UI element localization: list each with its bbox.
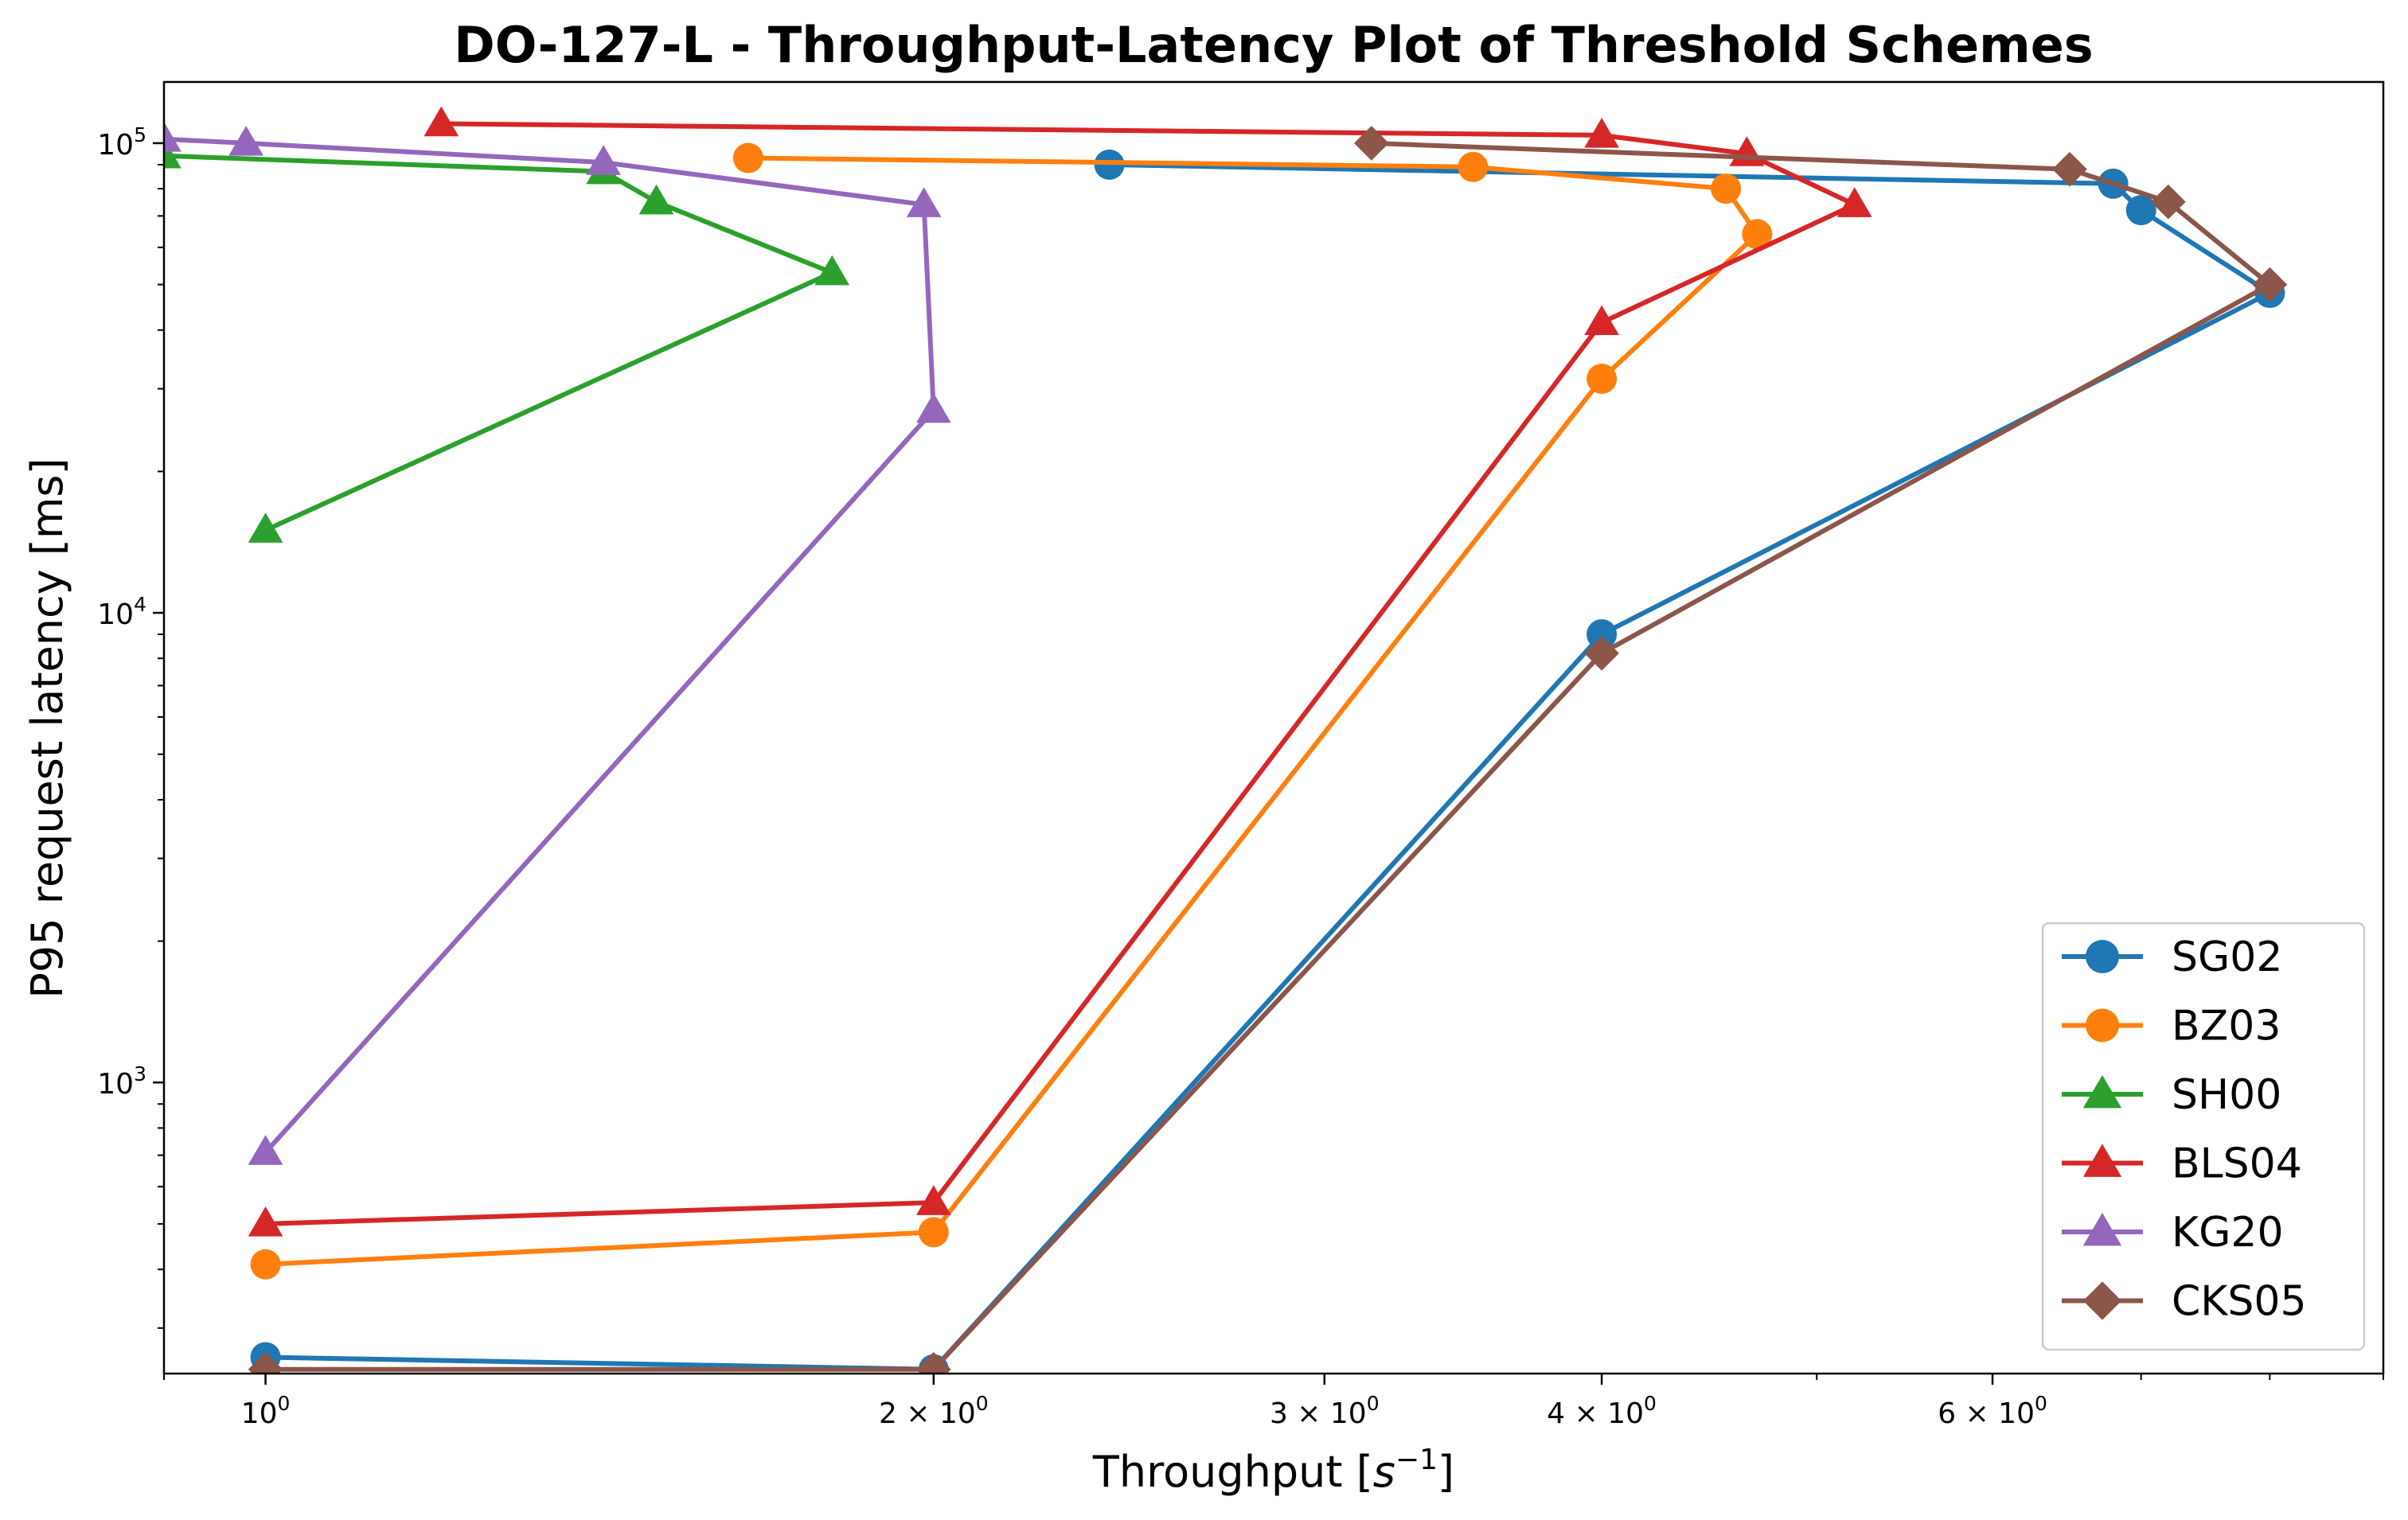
kg20-point (164, 121, 181, 152)
legend-label-bls04: BLS04 (2172, 1140, 2302, 1188)
legend-item-cks05: CKS05 (2062, 1278, 2307, 1326)
legend-item-bz03: BZ03 (2062, 1003, 2281, 1050)
bls04-line (265, 121, 1857, 1226)
legend-label-sg02: SG02 (2172, 933, 2282, 981)
kg20-point (228, 126, 263, 156)
bls04-point (248, 1206, 283, 1237)
sg02-line (265, 162, 2273, 1372)
bls04-point (423, 106, 459, 137)
kg20-point (586, 145, 622, 175)
sh00-point (814, 255, 850, 286)
x-axis-label: Throughput [s−1] (1092, 1444, 1454, 1497)
bz03-point (918, 1217, 949, 1248)
bz03-point (1458, 151, 1489, 182)
series-bls04 (248, 106, 1872, 1237)
sh00-line (164, 153, 835, 532)
series-bz03 (250, 142, 1773, 1280)
cks05-point (915, 1351, 951, 1374)
bz03-point (1586, 363, 1618, 394)
sh00-point (248, 513, 283, 543)
y-tick-label: 105 (97, 123, 146, 162)
legend-label-bz03: BZ03 (2172, 1003, 2281, 1050)
kg20-line (164, 136, 936, 1155)
cks05-point (2252, 267, 2288, 302)
bls04-point (1584, 118, 1619, 148)
legend: SG02 BZ03 SH00 BLS04 KG20 CKS05 (2041, 922, 2366, 1351)
legend-marker (2086, 1008, 2119, 1043)
bls04-point (915, 1185, 951, 1215)
cks05-line (265, 140, 2273, 1372)
series-cks05 (248, 126, 2288, 1374)
series-layer (164, 106, 2288, 1374)
legend-item-bls04: BLS04 (2062, 1140, 2302, 1188)
legend-item-kg20: KG20 (2062, 1209, 2284, 1257)
bls04-point (1584, 305, 1619, 336)
x-axis-label-close: ] (1438, 1447, 1454, 1497)
x-tick-label: 4 × 100 (1547, 1392, 1657, 1430)
x-axis-label-unit: s (1373, 1447, 1395, 1497)
plot-frame (162, 80, 2385, 1375)
cks05-point (1584, 636, 1619, 671)
legend-item-sh00: SH00 (2062, 1071, 2281, 1119)
legend-label-sh00: SH00 (2172, 1071, 2281, 1119)
legend-marker (2082, 1074, 2122, 1109)
x-tick-label: 100 (241, 1392, 291, 1430)
bz03-point (732, 142, 763, 173)
bz03-point (1711, 173, 1742, 205)
y-tick-label: 103 (97, 1062, 146, 1101)
series-sg02 (250, 149, 2285, 1374)
x-tick-label: 3 × 100 (1270, 1392, 1380, 1430)
y-axis: 103 104 105 (97, 123, 164, 1329)
chart-title: DO-127-L - Throughput-Latency Plot of Th… (454, 16, 2093, 74)
sg02-point (1586, 619, 1618, 650)
legend-marker (2082, 1144, 2122, 1177)
x-tick-label: 6 × 100 (1938, 1392, 2047, 1430)
legend-marker (2086, 940, 2119, 973)
x-tick-label: 2 × 100 (879, 1392, 989, 1430)
kg20-point (906, 187, 942, 217)
y-axis-label: P95 request latency [ms] (22, 458, 72, 998)
cks05-point (2150, 184, 2186, 220)
cks05-point (1354, 126, 1389, 161)
legend-frame (2041, 922, 2366, 1351)
series-kg20 (164, 121, 951, 1165)
sg02-point (2125, 195, 2156, 226)
bz03-point (1742, 219, 1773, 250)
legend-marker (2082, 1212, 2122, 1246)
bls04-point (1836, 187, 1872, 217)
x-axis-label-exp: −1 (1395, 1444, 1438, 1476)
kg20-point (915, 392, 951, 423)
legend-label-kg20: KG20 (2172, 1209, 2284, 1257)
legend-item-sg02: SG02 (2062, 933, 2282, 981)
bz03-point (250, 1249, 281, 1280)
x-axis-label-text: Throughput [ (1092, 1447, 1373, 1497)
sh00-point (638, 184, 674, 215)
kg20-point (248, 1135, 283, 1165)
legend-marker (2082, 1281, 2122, 1320)
cks05-point (248, 1351, 283, 1374)
series-sh00 (164, 138, 850, 543)
cks05-point (2052, 151, 2087, 187)
y-tick-label: 104 (97, 593, 146, 631)
legend-label-cks05: CKS05 (2172, 1278, 2307, 1326)
x-axis: 100 2 × 100 3 × 100 4 × 100 6 × 100 (163, 1374, 2384, 1430)
